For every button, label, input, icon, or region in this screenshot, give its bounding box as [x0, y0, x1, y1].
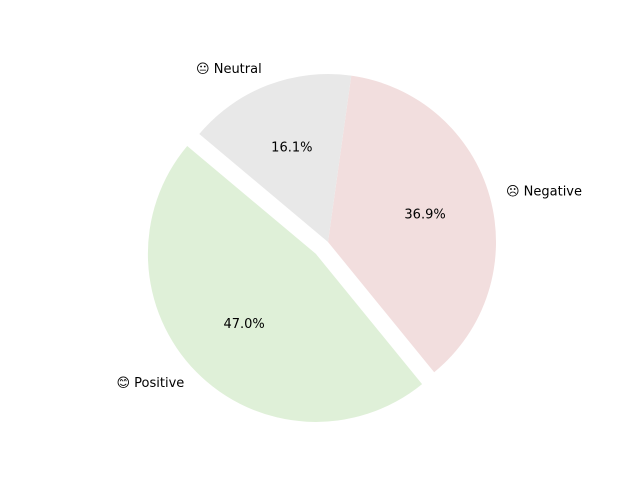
pie-category-label-negative: ☹ Negative	[506, 185, 582, 200]
pie-slice-negative	[328, 75, 497, 373]
pie-category-label-positive: 😊 Positive	[117, 376, 185, 391]
pie-category-label-neutral: 😐 Neutral	[196, 62, 262, 77]
pie-slice-neutral	[199, 74, 352, 242]
pie-percent-label-neutral: 16.1%	[271, 140, 312, 155]
pie-slice-positive	[147, 145, 423, 422]
pie-percent-label-positive: 47.0%	[223, 317, 264, 332]
pie-percent-label-negative: 36.9%	[404, 207, 445, 222]
